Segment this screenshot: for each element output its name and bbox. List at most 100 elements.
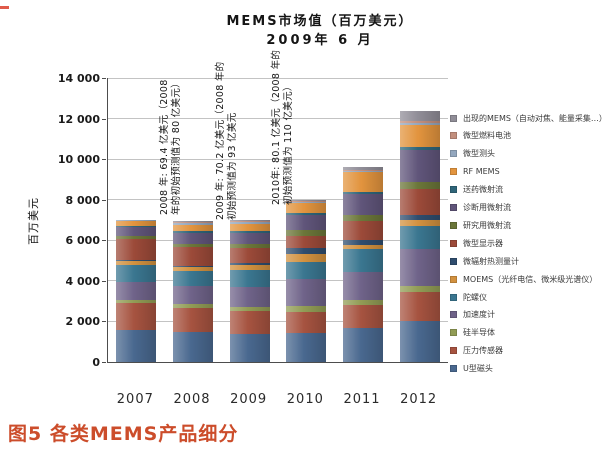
y-tick-label: 10 000 bbox=[57, 153, 100, 167]
legend-item: 陀螺仪 bbox=[450, 291, 487, 303]
plot-area bbox=[107, 77, 448, 363]
bar-segment bbox=[343, 221, 383, 241]
x-tick-label: 2011 bbox=[343, 392, 381, 407]
y-tick-label: 6 000 bbox=[65, 234, 100, 248]
bar-segment bbox=[286, 213, 327, 216]
bar-segment bbox=[173, 285, 213, 305]
legend-item: 微型测头 bbox=[450, 148, 495, 160]
annotation-line: 初始预测值为 93 亿美元 bbox=[227, 112, 238, 220]
bar-segment bbox=[399, 120, 440, 123]
gridline bbox=[108, 280, 448, 282]
bar-segment bbox=[173, 331, 213, 362]
page-mark bbox=[0, 6, 9, 9]
legend-item: RF MEMS bbox=[450, 166, 500, 178]
legend-label: 微型燃料电池 bbox=[463, 131, 511, 141]
legend-item: 诊断用微射流 bbox=[450, 202, 511, 214]
y-tick-mark bbox=[102, 240, 106, 242]
bar-segment bbox=[116, 220, 157, 222]
legend-label: 压力传感器 bbox=[463, 346, 503, 356]
bar-segment bbox=[343, 240, 383, 246]
legend-label: RF MEMS bbox=[463, 167, 500, 177]
bar-segment bbox=[343, 271, 383, 301]
bar-segment bbox=[116, 300, 157, 304]
bar-segment bbox=[229, 223, 270, 231]
bar-segment bbox=[116, 221, 157, 227]
legend-label: 硅半导体 bbox=[463, 328, 495, 338]
bar-segment bbox=[173, 304, 213, 309]
gridline bbox=[108, 320, 448, 322]
legend-label: 出现的MEMS（自动对焦、能量采集…） bbox=[463, 113, 602, 123]
bar-segment bbox=[399, 321, 440, 362]
bar-segment bbox=[229, 265, 270, 271]
bar-segment bbox=[399, 214, 440, 221]
bar-segment bbox=[343, 300, 383, 306]
y-tick-mark bbox=[102, 321, 106, 323]
bar-segment bbox=[173, 247, 213, 266]
bar-segment bbox=[173, 233, 213, 245]
legend-swatch-icon bbox=[450, 132, 457, 140]
bar-segment bbox=[173, 244, 213, 248]
x-tick-label: 2008 bbox=[173, 392, 211, 407]
bar-segment bbox=[343, 245, 383, 250]
legend-item: 加速度计 bbox=[450, 309, 495, 321]
legend-item: 硅半导体 bbox=[450, 327, 495, 339]
y-tick-mark bbox=[102, 362, 106, 363]
bar-segment bbox=[229, 248, 270, 264]
legend-swatch-icon bbox=[450, 365, 457, 373]
bar-segment bbox=[343, 249, 383, 272]
bar-segment bbox=[116, 226, 157, 228]
bar-segment bbox=[286, 215, 327, 231]
bar-segment bbox=[343, 167, 383, 171]
gridline bbox=[108, 158, 448, 160]
x-tick-label: 2010 bbox=[286, 392, 324, 407]
legend-swatch-icon bbox=[450, 150, 457, 158]
bar-segment bbox=[229, 219, 270, 221]
legend-swatch-icon bbox=[450, 114, 457, 122]
bar-segment bbox=[229, 307, 270, 312]
y-tick-label: 12 000 bbox=[57, 112, 100, 126]
legend-item: 压力传感器 bbox=[450, 345, 503, 357]
bar-segment bbox=[399, 220, 440, 227]
legend-swatch-icon bbox=[450, 239, 457, 247]
bar-segment bbox=[286, 332, 327, 362]
bar-segment bbox=[399, 226, 440, 250]
bar-segment bbox=[286, 261, 327, 279]
legend-item: 微辐射热测量计 bbox=[450, 255, 519, 267]
legend-swatch-icon bbox=[450, 311, 457, 319]
bar-segment bbox=[343, 305, 383, 328]
bar-segment bbox=[286, 199, 327, 201]
bar-segment bbox=[399, 285, 440, 293]
bar-segment bbox=[116, 303, 157, 330]
bar-segment bbox=[173, 221, 213, 223]
y-tick-label: 2 000 bbox=[65, 315, 100, 329]
legend-swatch-icon bbox=[450, 275, 457, 283]
bar-segment bbox=[229, 333, 270, 362]
bar-segment bbox=[343, 170, 383, 172]
legend-swatch-icon bbox=[450, 347, 457, 355]
y-tick-label: 0 bbox=[92, 356, 100, 369]
bar-segment bbox=[116, 259, 157, 261]
legend-swatch-icon bbox=[450, 221, 457, 229]
bar-segment bbox=[286, 200, 327, 202]
bar-segment bbox=[116, 236, 157, 240]
bar-segment bbox=[343, 172, 383, 192]
bar-2008 bbox=[173, 221, 213, 362]
legend-label: 研究用微射流 bbox=[463, 220, 511, 230]
legend-label: 微型显示器 bbox=[463, 238, 503, 248]
y-tick-mark bbox=[102, 280, 106, 282]
x-tick-label: 2009 bbox=[230, 392, 268, 407]
legend-label: 加速度计 bbox=[463, 310, 495, 320]
annotation-line: 年的初始预测值为 80 亿美元） bbox=[171, 78, 182, 215]
annotation-line: 2010年: 80.1 亿美元（2008 年的 bbox=[271, 49, 282, 205]
bar-2011 bbox=[343, 167, 383, 362]
bar-segment bbox=[229, 232, 270, 245]
bar-2010 bbox=[286, 199, 327, 362]
bar-segment bbox=[116, 329, 157, 362]
annotation-line: 初始预测值为 110 亿美元） bbox=[283, 81, 294, 205]
legend-swatch-icon bbox=[450, 293, 457, 301]
legend-item: 出现的MEMS（自动对焦、能量采集…） bbox=[450, 112, 602, 124]
chart-subtitle: 2009年 6 月 bbox=[266, 33, 374, 48]
bar-segment bbox=[229, 263, 270, 266]
legend-swatch-icon bbox=[450, 257, 457, 265]
